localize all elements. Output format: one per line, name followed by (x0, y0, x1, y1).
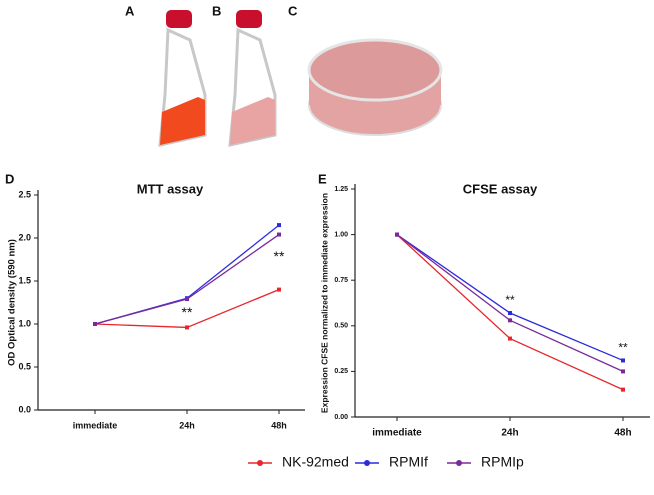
data-point (621, 387, 625, 392)
legend-label: RPMIf (389, 454, 428, 470)
x-tick-label: 24h (501, 428, 518, 439)
data-point (621, 358, 625, 363)
legend-label: RPMIp (481, 454, 524, 470)
panel-label: B (212, 3, 221, 18)
y-tick-label: 2.5 (18, 189, 31, 199)
x-tick-label: 48h (271, 420, 287, 430)
data-point (395, 232, 399, 237)
x-tick-label: immediate (73, 420, 118, 430)
data-point (277, 287, 281, 292)
y-tick-label: 1.5 (18, 275, 31, 285)
illustrations (158, 10, 443, 147)
y-axis-label: OD Optical density (590 nm) (7, 239, 18, 366)
panel-label: D (5, 171, 14, 186)
significance-annotation: ** (618, 341, 628, 355)
y-tick-label: 0.25 (334, 368, 348, 375)
panel-label: E (318, 171, 327, 186)
y-tick-label: 0.00 (334, 414, 348, 421)
y-tick-label: 0.75 (334, 277, 348, 284)
chart-title: CFSE assay (463, 181, 538, 196)
flask-liquid (160, 97, 205, 145)
chart-title: MTT assay (137, 181, 204, 196)
data-point (621, 369, 625, 374)
y-tick-label: 1.0 (18, 318, 31, 328)
data-point (277, 223, 281, 228)
legend-label: NK-92med (282, 454, 349, 470)
legend-swatch-marker (456, 460, 462, 466)
flask-cap (166, 10, 192, 28)
flask-cap (236, 10, 262, 28)
data-point (93, 322, 97, 326)
significance-annotation: ** (505, 293, 515, 307)
legend-swatch-marker (257, 460, 263, 466)
y-tick-label: 0.50 (334, 323, 348, 330)
x-tick-label: immediate (372, 428, 422, 439)
data-point (508, 318, 512, 323)
significance-annotation: ** (274, 248, 285, 264)
y-axis-label: Expression CFSE normalized to immediate … (319, 193, 329, 413)
data-point (508, 336, 512, 341)
dish-top (307, 38, 443, 102)
panel-label: A (125, 3, 135, 18)
y-tick-label: 2.0 (18, 232, 31, 242)
data-point (508, 311, 512, 316)
x-tick-label: 48h (614, 428, 631, 439)
legend-swatch-marker (364, 460, 370, 466)
y-tick-label: 0.5 (18, 361, 31, 371)
data-point (185, 325, 189, 330)
y-tick-label: 0.0 (18, 404, 31, 414)
flask-liquid (230, 97, 275, 145)
x-tick-label: 24h (179, 420, 195, 430)
y-tick-label: 1.25 (334, 186, 348, 193)
panel-label: C (288, 3, 298, 18)
data-point (185, 297, 189, 302)
y-tick-label: 1.00 (334, 231, 348, 238)
data-point (277, 232, 281, 237)
significance-annotation: ** (182, 304, 193, 320)
